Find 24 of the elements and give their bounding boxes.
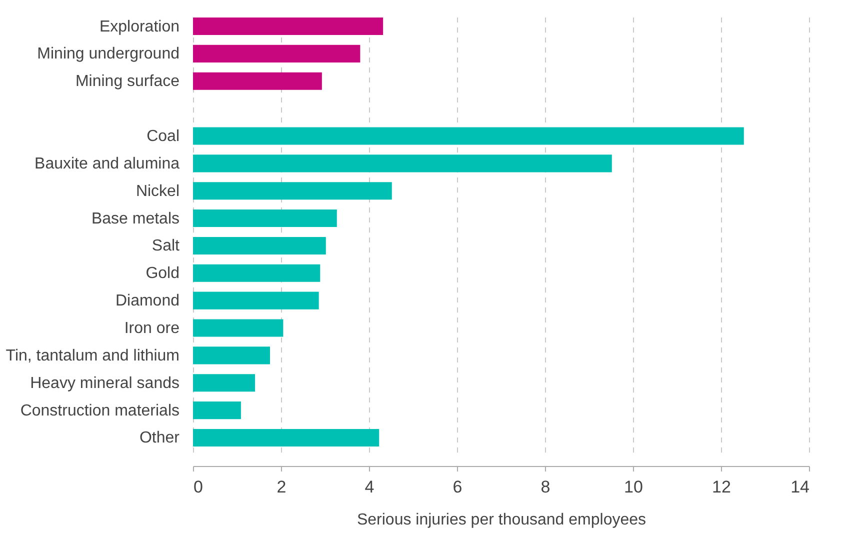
x-tick-label: 4: [364, 478, 374, 496]
y-tick-label: Iron ore: [124, 320, 180, 338]
y-tick-label: Diamond: [115, 292, 180, 310]
y-tick-label: Nickel: [136, 182, 180, 200]
x-tick-label: 12: [712, 478, 731, 496]
y-tick-label: Mining surface: [75, 73, 180, 90]
y-tick-label: Base metals: [91, 210, 180, 228]
y-tick-label: Salt: [152, 238, 180, 255]
x-tick-label: 6: [452, 478, 462, 496]
x-axis-title: Serious injuries per thousand employees: [356, 512, 646, 528]
y-tick-label: Construction materials: [20, 402, 180, 420]
y-tick-label: Tin, tantalum and lithium: [6, 347, 180, 364]
x-tick-label: 2: [276, 478, 286, 496]
y-tick-label: Gold: [146, 265, 180, 282]
y-tick-label: Mining underground: [37, 46, 180, 63]
y-tick-label: Other: [139, 430, 180, 447]
x-tick-label: 8: [540, 478, 550, 496]
x-tick-label: 0: [194, 478, 203, 496]
x-tick-label: 14: [790, 478, 810, 496]
y-tick-label: Exploration: [99, 18, 180, 36]
x-tick-label: 10: [624, 478, 643, 496]
y-tick-label: Bauxite and alumina: [34, 155, 180, 172]
y-tick-label: Coal: [146, 128, 180, 145]
y-tick-label: Heavy mineral sands: [30, 374, 180, 392]
